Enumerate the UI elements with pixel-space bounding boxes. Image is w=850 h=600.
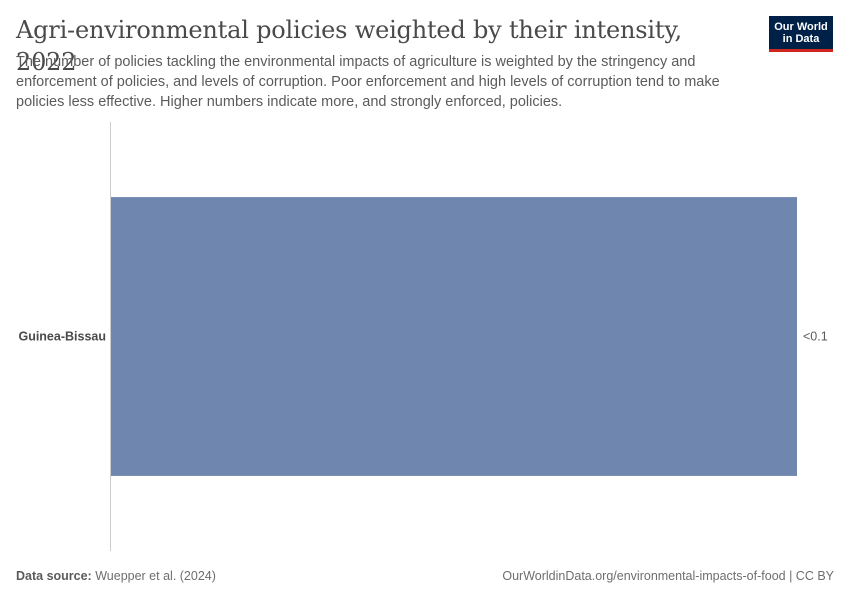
logo-line-2: in Data: [782, 33, 820, 45]
chart-title: Agri-environmental policies weighted by …: [16, 16, 682, 76]
chart-subtitle: The number of policies tackling the envi…: [16, 54, 720, 110]
value-label: <0.1: [803, 330, 828, 344]
category-label: Guinea-Bissau: [18, 330, 106, 344]
license-link[interactable]: OurWorldinData.org/environmental-impacts…: [502, 569, 834, 583]
bars-layer: Guinea-Bissau <0.1: [18, 197, 828, 476]
data-source-label: Data source:: [16, 569, 92, 583]
logo-line-1: Our World: [774, 21, 828, 33]
data-source-link[interactable]: Wuepper et al. (2024): [95, 569, 216, 583]
data-source: Data source: Wuepper et al. (2024): [16, 569, 216, 583]
owid-logo[interactable]: Our World in Data: [769, 16, 833, 52]
bar-guinea-bissau[interactable]: [111, 197, 797, 476]
